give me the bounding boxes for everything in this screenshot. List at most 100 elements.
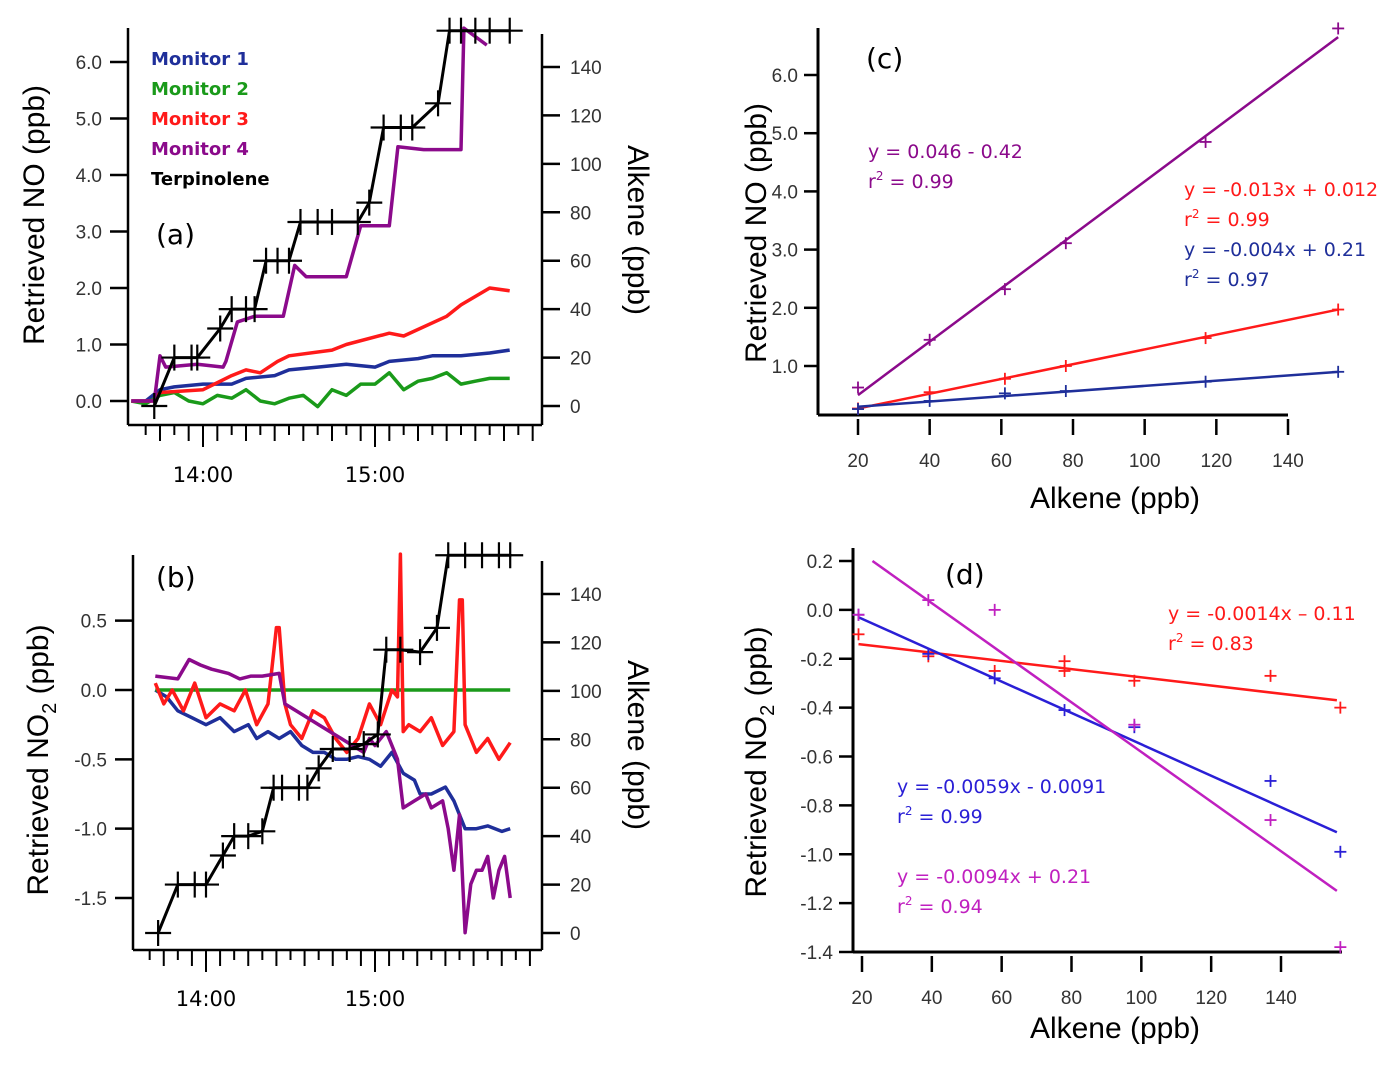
panel-d-plot: 0.2 0.0 -0.2 -0.4 -0.6 -0.8 -1.0 -1.2 -1.4 20 40 60… bbox=[800, 548, 1347, 1009]
x-tick-label: 120 bbox=[1195, 988, 1227, 1009]
x-tick-label: 60 bbox=[991, 451, 1012, 472]
x-tick-label: 40 bbox=[921, 988, 942, 1009]
y2-tick-label: 0 bbox=[570, 397, 581, 418]
y-tick-label: 2.0 bbox=[772, 299, 798, 320]
panel-c-monitor-4-equation: y = 0.046 - 0.42 bbox=[868, 141, 1023, 163]
panel-d-xlabel: Alkene (ppb) bbox=[1030, 1012, 1200, 1045]
x-tick-label: 80 bbox=[1062, 451, 1083, 472]
y-tick-label: -0.6 bbox=[800, 748, 833, 769]
panel-b-ylabel: Retrieved NO2 (ppb) bbox=[22, 624, 61, 895]
y2-tick-label: 140 bbox=[570, 58, 602, 79]
panel-b-y2label: Alkene (ppb) bbox=[621, 660, 654, 830]
panel-b: (b) Retrieved NO2 (ppb) Alkene (ppb) bbox=[22, 561, 654, 896]
y-tick-label: -0.4 bbox=[800, 699, 833, 720]
y-tick-label: 0.0 bbox=[76, 392, 102, 413]
y-tick-label: 3.0 bbox=[772, 241, 798, 262]
panel-d-monitor-3-r2: r2 = 0.83 bbox=[1168, 631, 1254, 655]
series-monitor-4 bbox=[131, 26, 488, 403]
fit-line-monitor-1 bbox=[857, 370, 1339, 408]
panel-c-label: (c) bbox=[866, 42, 903, 75]
legend-monitor-4: Monitor 4 bbox=[151, 139, 249, 160]
fit-line-monitor-3 bbox=[858, 642, 1338, 702]
y-tick-label: 0.2 bbox=[807, 552, 833, 573]
y-tick-label: -0.5 bbox=[74, 750, 107, 771]
panel-a-label: (a) bbox=[156, 218, 195, 251]
legend-monitor-3: Monitor 3 bbox=[151, 109, 249, 130]
fit-line-monitor-3 bbox=[857, 308, 1339, 410]
y2-tick-label: 120 bbox=[570, 633, 602, 654]
panel-d-monitor-4-equation: y = -0.0094x + 0.21 bbox=[897, 866, 1091, 888]
y-tick-label: 4.0 bbox=[76, 166, 102, 187]
y2-tick-label: 60 bbox=[570, 252, 591, 273]
panel-b-plot: 0.5 0.0 -0.5 -1.0 -1.5 0 20 40 60 80 100 120 140 14:0… bbox=[74, 542, 602, 1011]
x-tick-label: 60 bbox=[991, 988, 1012, 1009]
panel-d-ylabel: Retrieved NO2 (ppb) bbox=[740, 626, 779, 897]
series-monitor-3 bbox=[153, 552, 512, 762]
fit-line-monitor-1 bbox=[857, 616, 1338, 834]
x-tick-label: 20 bbox=[847, 451, 868, 472]
panel-d: (d) Retrieved NO2 (ppb) Alkene (ppb) bbox=[740, 558, 1200, 1045]
y-tick-label: 1.0 bbox=[772, 357, 798, 378]
y-tick-label: 2.0 bbox=[76, 279, 102, 300]
series-monitor-1 bbox=[154, 688, 511, 834]
legend-monitor-2: Monitor 2 bbox=[151, 79, 249, 100]
y-tick-label: -0.8 bbox=[800, 796, 833, 817]
chart-marks: 0.0 1.0 2.0 3.0 4.0 5.0 6.0 0 20 40 60 80 100 120 140 1… bbox=[74, 17, 1378, 1011]
y2-tick-label: 80 bbox=[570, 203, 591, 224]
panel-c-xlabel: Alkene (ppb) bbox=[1030, 482, 1200, 515]
x-tick-label: 100 bbox=[1129, 451, 1161, 472]
x-tick-label: 14:00 bbox=[173, 463, 234, 487]
y-tick-label: -1.4 bbox=[800, 943, 833, 964]
series-monitor-2 bbox=[130, 371, 510, 409]
panel-c-monitor-3-equation: y = -0.013x + 0.012 bbox=[1184, 179, 1378, 201]
y-tick-label: 3.0 bbox=[76, 223, 102, 244]
x-tick-label: 20 bbox=[851, 988, 872, 1009]
x-tick-label: 15:00 bbox=[345, 987, 406, 1011]
panel-d-label: (d) bbox=[945, 558, 985, 591]
legend-terpinolene: Terpinolene bbox=[151, 169, 270, 190]
y-tick-label: 6.0 bbox=[772, 66, 798, 87]
series-terpinolene bbox=[156, 553, 511, 934]
y2-tick-label: 60 bbox=[570, 779, 591, 800]
series-monitor-4 bbox=[155, 657, 512, 935]
y2-tick-label: 20 bbox=[570, 876, 591, 897]
panel-d-monitor-3-equation: y = -0.0014x – 0.11 bbox=[1168, 603, 1356, 625]
y-tick-label: 5.0 bbox=[76, 110, 102, 131]
y-tick-label: 0.0 bbox=[807, 601, 833, 622]
panel-d-monitor-4-r2: r2 = 0.94 bbox=[897, 894, 983, 918]
y2-tick-label: 120 bbox=[570, 106, 602, 127]
panel-c-plot: 1.0 2.0 3.0 4.0 5.0 6.0 20 40 60 80 100 120 140 bbox=[772, 22, 1345, 472]
panel-c-monitor-1-equation: y = -0.004x + 0.21 bbox=[1184, 239, 1366, 261]
y2-tick-label: 40 bbox=[570, 300, 591, 321]
y2-tick-label: 140 bbox=[570, 585, 602, 606]
x-tick-label: 140 bbox=[1265, 988, 1297, 1009]
y2-tick-label: 20 bbox=[570, 349, 591, 370]
panel-c-monitor-4-r2: r2 = 0.99 bbox=[868, 169, 954, 193]
x-tick-label: 40 bbox=[919, 451, 940, 472]
panel-c-monitor-3-r2: r2 = 0.99 bbox=[1184, 207, 1270, 231]
y2-tick-label: 80 bbox=[570, 730, 591, 751]
y-tick-label: -1.0 bbox=[800, 845, 833, 866]
x-tick-label: 120 bbox=[1200, 451, 1232, 472]
y-tick-label: 6.0 bbox=[76, 53, 102, 74]
x-tick-label: 140 bbox=[1272, 451, 1304, 472]
legend-monitor-1: Monitor 1 bbox=[151, 49, 249, 70]
panel-a-ylabel: Retrieved NO (ppb) bbox=[18, 85, 51, 345]
y-tick-label: 4.0 bbox=[772, 182, 798, 203]
series-monitor-1 bbox=[131, 348, 510, 403]
y2-tick-label: 100 bbox=[570, 682, 602, 703]
y-tick-label: -1.5 bbox=[74, 889, 107, 910]
y-tick-label: 1.0 bbox=[76, 336, 102, 357]
y-tick-label: -1.2 bbox=[800, 894, 833, 915]
y2-tick-label: 40 bbox=[570, 827, 591, 848]
x-tick-label: 15:00 bbox=[345, 463, 406, 487]
y-tick-label: -1.0 bbox=[74, 820, 107, 841]
panel-b-label: (b) bbox=[156, 561, 196, 594]
panel-a-y2label: Alkene (ppb) bbox=[621, 145, 654, 315]
panel-d-monitor-1-r2: r2 = 0.99 bbox=[897, 804, 983, 828]
x-tick-label: 14:00 bbox=[176, 987, 237, 1011]
panel-c-ylabel: Retrieved NO (ppb) bbox=[740, 103, 773, 363]
panel-c-monitor-1-r2: r2 = 0.97 bbox=[1184, 267, 1270, 291]
panel-a-plot: 0.0 1.0 2.0 3.0 4.0 5.0 6.0 0 20 40 60 80 100 120 140 1… bbox=[76, 17, 602, 487]
